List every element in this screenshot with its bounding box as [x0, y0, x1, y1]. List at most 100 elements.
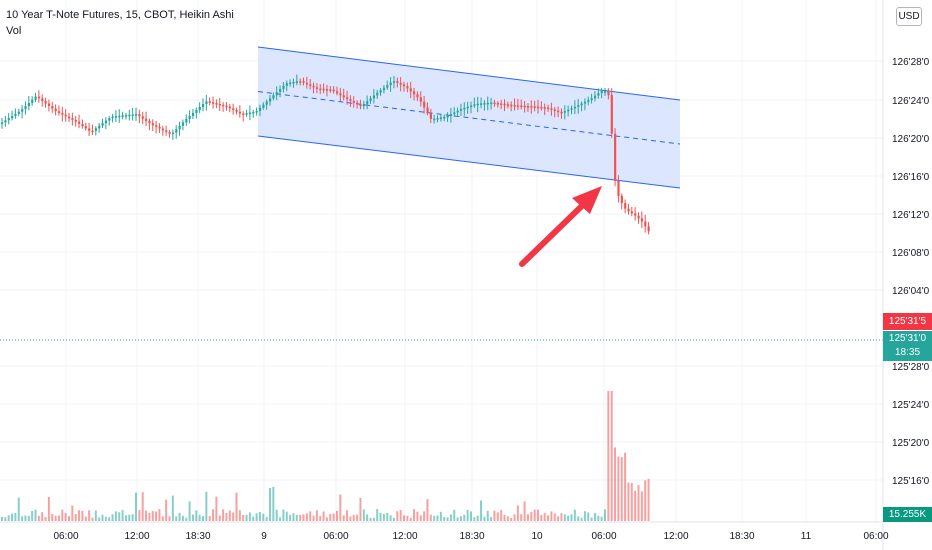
- candle-body: [7, 118, 10, 121]
- time-tick-label: 9: [261, 531, 267, 542]
- close-price-value: 125'31'0: [888, 333, 927, 344]
- volume-bar: [426, 499, 429, 521]
- volume-bar: [647, 478, 650, 521]
- candle-body: [161, 128, 164, 131]
- volume-bar: [292, 513, 295, 521]
- candle-body: [557, 110, 560, 113]
- candle-body: [238, 111, 242, 114]
- volume-bar: [409, 517, 412, 521]
- candle-body: [644, 221, 647, 227]
- volume-bar: [480, 500, 483, 521]
- volume-bar: [466, 509, 469, 521]
- candle-body: [399, 82, 402, 85]
- volume-bar: [248, 512, 251, 521]
- candle-body: [315, 87, 319, 89]
- volume-bar: [376, 509, 379, 521]
- volume-bar: [34, 509, 37, 521]
- volume-bar: [526, 514, 529, 521]
- candle-body: [57, 111, 61, 114]
- candle-body: [158, 126, 161, 129]
- volume-bar: [188, 501, 191, 521]
- price-axis: 126'28'0 126'24'0 126'20'0 126'16'0 126'12'0…: [892, 57, 930, 487]
- candle-body: [336, 91, 339, 94]
- candle-body: [376, 92, 379, 96]
- volume-bar: [439, 511, 442, 521]
- volume-bar: [352, 514, 355, 521]
- candle-body: [607, 91, 610, 96]
- volume-bar: [181, 515, 184, 521]
- candle-body: [403, 84, 406, 87]
- candle-body: [640, 218, 644, 222]
- candle-body: [272, 95, 275, 99]
- candle-body: [423, 101, 426, 108]
- candle-body: [155, 125, 158, 127]
- volume-bar: [279, 517, 282, 521]
- candle-body: [593, 95, 597, 99]
- candle-body: [262, 104, 265, 108]
- candle-body: [212, 102, 215, 104]
- time-tick-label: 12:00: [663, 531, 688, 542]
- candle-body: [111, 116, 114, 119]
- candle-body: [128, 114, 131, 117]
- volume-bar: [349, 516, 352, 521]
- volume-bar: [71, 505, 74, 521]
- candle-body: [91, 130, 94, 133]
- volume-bar: [577, 516, 580, 521]
- volume-bar: [523, 501, 526, 521]
- candle-body: [597, 93, 600, 96]
- volume-bar: [17, 497, 20, 521]
- volume-bar: [540, 514, 543, 521]
- volume-bar: [590, 517, 593, 521]
- candle-body: [222, 104, 225, 107]
- volume-bar: [463, 514, 466, 521]
- volume-bar: [178, 512, 181, 521]
- volume-bar: [118, 512, 121, 521]
- candle-body: [459, 108, 463, 111]
- candle-body: [101, 123, 104, 126]
- candle-body: [386, 85, 389, 88]
- candle-body: [124, 115, 128, 117]
- volume-bar: [158, 509, 161, 521]
- volume-bar: [64, 513, 67, 521]
- candle-body: [98, 125, 101, 129]
- candle-body: [543, 107, 546, 109]
- volume-bar: [191, 514, 194, 521]
- chart-title: 10 Year T-Note Futures, 15, CBOT, Heikin…: [6, 9, 234, 21]
- candle-body: [617, 180, 620, 196]
- candle-body: [466, 106, 469, 109]
- candle-body: [510, 104, 513, 107]
- candle-body: [37, 96, 41, 99]
- currency-button[interactable]: USD: [896, 7, 922, 26]
- volume-bar: [366, 514, 369, 521]
- volume-bar: [403, 515, 405, 521]
- volume-bar: [155, 511, 158, 521]
- candle-body: [614, 133, 617, 181]
- volume-bar: [74, 514, 77, 521]
- volume-bar: [24, 515, 27, 521]
- volume-bar: [212, 509, 215, 521]
- candle-body: [118, 115, 121, 118]
- bar-countdown: 18:35: [894, 347, 921, 358]
- candle-body: [359, 104, 362, 107]
- candle-body: [577, 105, 580, 107]
- volume-bar: [11, 513, 14, 521]
- volume-bar: [309, 511, 312, 521]
- time-tick-label: 18:30: [459, 531, 484, 542]
- trend-channel-fill: [258, 47, 680, 188]
- volume-bar: [84, 516, 87, 521]
- volume-bar: [362, 509, 365, 521]
- volume-bar: [68, 516, 70, 521]
- volume-bar: [269, 487, 271, 521]
- volume-bar: [111, 514, 114, 521]
- candle-body: [563, 111, 566, 113]
- volume-bar: [295, 514, 298, 521]
- candle-body: [175, 129, 178, 133]
- volume-bar: [493, 510, 496, 521]
- volume-bar: [98, 517, 101, 521]
- candle-body: [309, 84, 312, 86]
- candle-body: [443, 116, 446, 119]
- candle-body: [590, 98, 593, 101]
- volume-bar: [195, 510, 198, 521]
- volume-bar: [406, 515, 409, 521]
